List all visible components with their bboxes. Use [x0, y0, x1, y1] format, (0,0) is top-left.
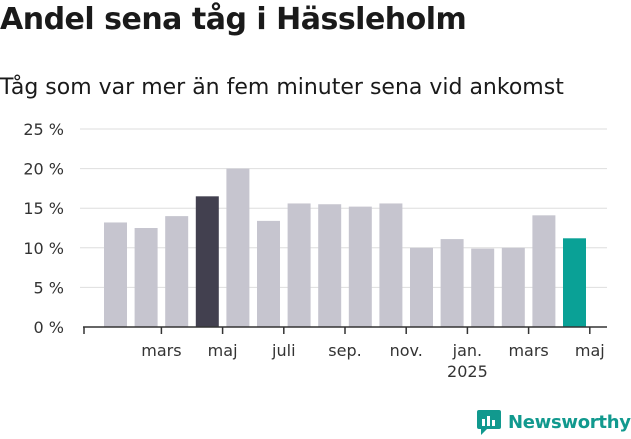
bar — [287, 203, 311, 327]
bar — [318, 204, 342, 327]
newsworthy-logo-icon — [477, 410, 501, 435]
bar — [410, 247, 433, 327]
bar — [195, 196, 219, 327]
x-tick-label: maj — [575, 341, 605, 360]
bar — [257, 220, 280, 327]
x-tick-label: sep. — [328, 341, 361, 360]
y-tick-label: 10 % — [23, 239, 64, 258]
bar — [532, 215, 556, 327]
x-tick-label: maj — [208, 341, 238, 360]
chart-subtitle: Tåg som var mer än fem minuter sena vid … — [0, 75, 564, 100]
bar — [348, 206, 372, 327]
x-tick-label: mars — [141, 341, 181, 360]
bar — [165, 216, 189, 327]
y-tick-label: 25 % — [23, 120, 64, 139]
brand-logo: Newsworthy — [476, 405, 631, 439]
x-tick-label: mars — [508, 341, 548, 360]
brand-name: Newsworthy — [508, 411, 631, 433]
y-tick-label: 15 % — [23, 199, 64, 218]
y-tick-label: 0 % — [34, 318, 64, 337]
y-tick-label: 5 % — [34, 278, 64, 297]
x-tick-label: nov. — [390, 341, 423, 360]
bar — [134, 228, 158, 327]
x-tick-label-year: 2025 — [447, 362, 488, 381]
bar — [379, 203, 403, 327]
bar — [501, 247, 525, 327]
bar — [104, 222, 127, 327]
bar — [226, 168, 250, 327]
bar — [471, 248, 495, 327]
x-tick-label: jan. — [452, 341, 482, 360]
x-tick-label: juli — [271, 341, 295, 360]
bar — [440, 239, 464, 327]
bar-chart: 0 % 5 % 10 % 15 % 20 % 25 % mars maj juli sep. nov… — [23, 120, 607, 381]
bar — [563, 238, 586, 327]
y-tick-label: 20 % — [23, 160, 64, 179]
chart-title: Andel sena tåg i Hässleholm — [0, 2, 467, 37]
